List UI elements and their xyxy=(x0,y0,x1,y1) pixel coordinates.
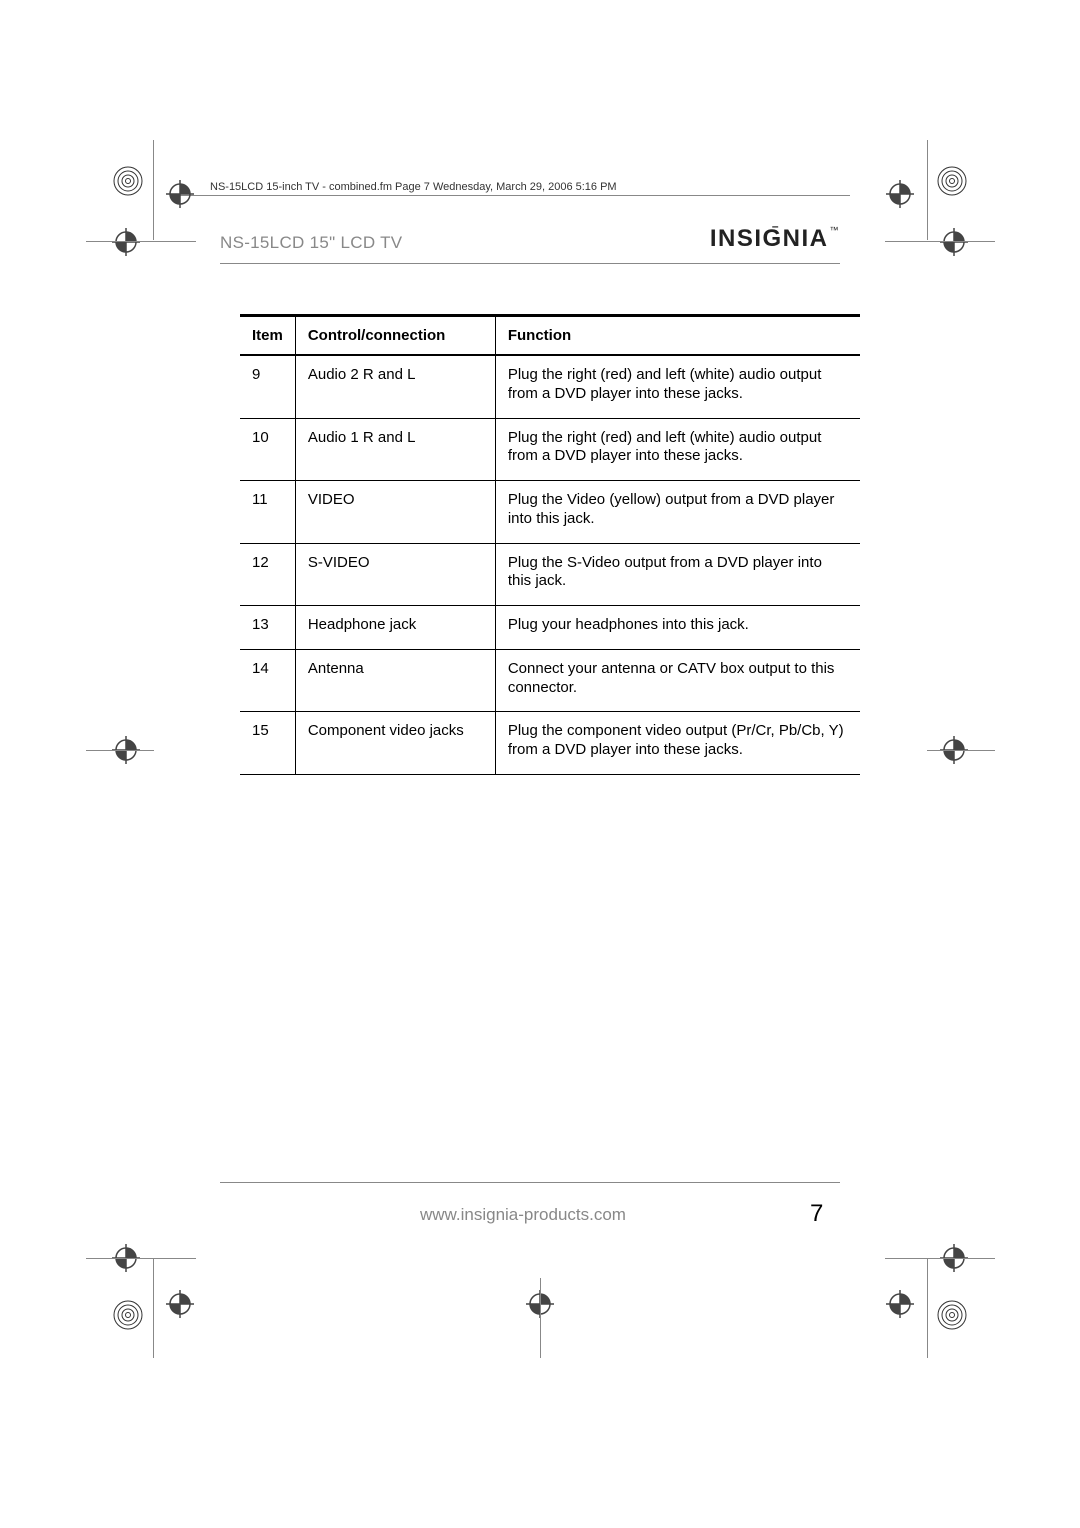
page-header: NS-15LCD 15" LCD TV INSIGNIA™ – xyxy=(220,225,840,264)
cell-item: 12 xyxy=(240,543,295,606)
cell-control: Headphone jack xyxy=(295,606,495,650)
cell-function: Plug the S-Video output from a DVD playe… xyxy=(495,543,860,606)
header-meta-rule xyxy=(180,195,850,196)
corner-ring-icon xyxy=(111,164,145,198)
cell-function: Plug the component video output (Pr/Cr, … xyxy=(495,712,860,775)
document-title: NS-15LCD 15" LCD TV xyxy=(220,233,402,253)
crop-line xyxy=(885,241,995,242)
cell-control: Antenna xyxy=(295,649,495,712)
registration-mark-icon xyxy=(166,180,194,208)
footer-rule xyxy=(220,1182,840,1183)
crop-line xyxy=(927,750,995,751)
table-row: 14 Antenna Connect your antenna or CATV … xyxy=(240,649,860,712)
page-content: NS-15LCD 15" LCD TV INSIGNIA™ – Item Con… xyxy=(220,225,840,775)
col-header-control: Control/connection xyxy=(295,316,495,356)
table-row: 15 Component video jacks Plug the compon… xyxy=(240,712,860,775)
registration-mark-icon xyxy=(886,1290,914,1318)
footer-url: www.insignia-products.com xyxy=(420,1205,626,1225)
col-header-item: Item xyxy=(240,316,295,356)
cell-item: 14 xyxy=(240,649,295,712)
cell-function: Connect your antenna or CATV box output … xyxy=(495,649,860,712)
brand-logo: INSIGNIA™ – xyxy=(710,225,840,253)
connections-table: Item Control/connection Function 9 Audio… xyxy=(240,314,860,775)
crop-line xyxy=(153,140,154,240)
cell-control: Component video jacks xyxy=(295,712,495,775)
corner-ring-icon xyxy=(935,1298,969,1332)
cell-item: 13 xyxy=(240,606,295,650)
table-row: 11 VIDEO Plug the Video (yellow) output … xyxy=(240,481,860,544)
cell-item: 15 xyxy=(240,712,295,775)
brand-accent-icon: – xyxy=(772,219,780,233)
table-header-row: Item Control/connection Function xyxy=(240,316,860,356)
cell-item: 9 xyxy=(240,355,295,418)
crop-line xyxy=(86,241,196,242)
table-row: 9 Audio 2 R and L Plug the right (red) a… xyxy=(240,355,860,418)
cell-control: VIDEO xyxy=(295,481,495,544)
trademark-symbol: ™ xyxy=(830,225,841,235)
crop-line xyxy=(885,1258,995,1259)
registration-mark-icon xyxy=(940,228,968,256)
cell-function: Plug the right (red) and left (white) au… xyxy=(495,355,860,418)
crop-line xyxy=(540,1278,541,1358)
crop-line xyxy=(86,1258,196,1259)
cell-function: Plug the right (red) and left (white) au… xyxy=(495,418,860,481)
crop-line xyxy=(153,1258,154,1358)
cell-item: 11 xyxy=(240,481,295,544)
corner-ring-icon xyxy=(111,1298,145,1332)
col-header-function: Function xyxy=(495,316,860,356)
crop-line xyxy=(86,750,154,751)
brand-logo-text: INSIGNIA xyxy=(710,225,829,252)
crop-line xyxy=(927,140,928,240)
corner-ring-icon xyxy=(935,164,969,198)
registration-mark-icon xyxy=(886,180,914,208)
cell-function: Plug your headphones into this jack. xyxy=(495,606,860,650)
cell-control: Audio 2 R and L xyxy=(295,355,495,418)
registration-mark-icon xyxy=(166,1290,194,1318)
table-row: 10 Audio 1 R and L Plug the right (red) … xyxy=(240,418,860,481)
cell-control: S-VIDEO xyxy=(295,543,495,606)
registration-mark-icon xyxy=(112,228,140,256)
cell-item: 10 xyxy=(240,418,295,481)
crop-line xyxy=(927,1258,928,1358)
cell-control: Audio 1 R and L xyxy=(295,418,495,481)
table-row: 13 Headphone jack Plug your headphones i… xyxy=(240,606,860,650)
table-row: 12 S-VIDEO Plug the S-Video output from … xyxy=(240,543,860,606)
page-number: 7 xyxy=(810,1200,823,1228)
cell-function: Plug the Video (yellow) output from a DV… xyxy=(495,481,860,544)
header-meta-text: NS-15LCD 15-inch TV - combined.fm Page 7… xyxy=(208,181,619,193)
